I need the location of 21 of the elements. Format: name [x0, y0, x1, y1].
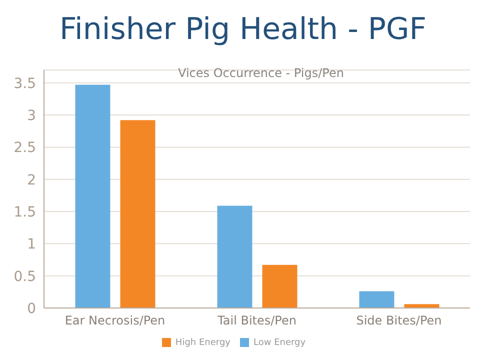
bar — [404, 304, 440, 308]
y-tick-label: 2 — [27, 172, 36, 188]
bar — [120, 120, 156, 308]
y-tick-label: 3.5 — [14, 76, 36, 92]
y-tick-label: 3 — [27, 108, 36, 124]
bar — [217, 206, 252, 308]
y-tick-label: 1 — [27, 236, 36, 253]
legend-label: High Energy — [175, 338, 230, 348]
x-tick-label: Tail Bites/Pen — [216, 314, 296, 328]
y-tick-label: 0.5 — [14, 268, 36, 285]
y-tick-label: 1.5 — [14, 204, 36, 220]
y-tick-label: 2.5 — [14, 140, 36, 156]
bar — [359, 291, 394, 308]
y-tick-label: 0 — [27, 300, 36, 317]
legend-label: Low Energy — [253, 338, 306, 348]
x-tick-label: Side Bites/Pen — [356, 314, 442, 328]
chart-title: Finisher Pig Health - PGF — [58, 11, 428, 49]
chart-subtitle: Vices Occurrence - Pigs/Pen — [177, 66, 345, 80]
x-tick-label: Ear Necrosis/Pen — [64, 314, 166, 328]
bar — [262, 264, 298, 308]
bar — [75, 84, 110, 308]
